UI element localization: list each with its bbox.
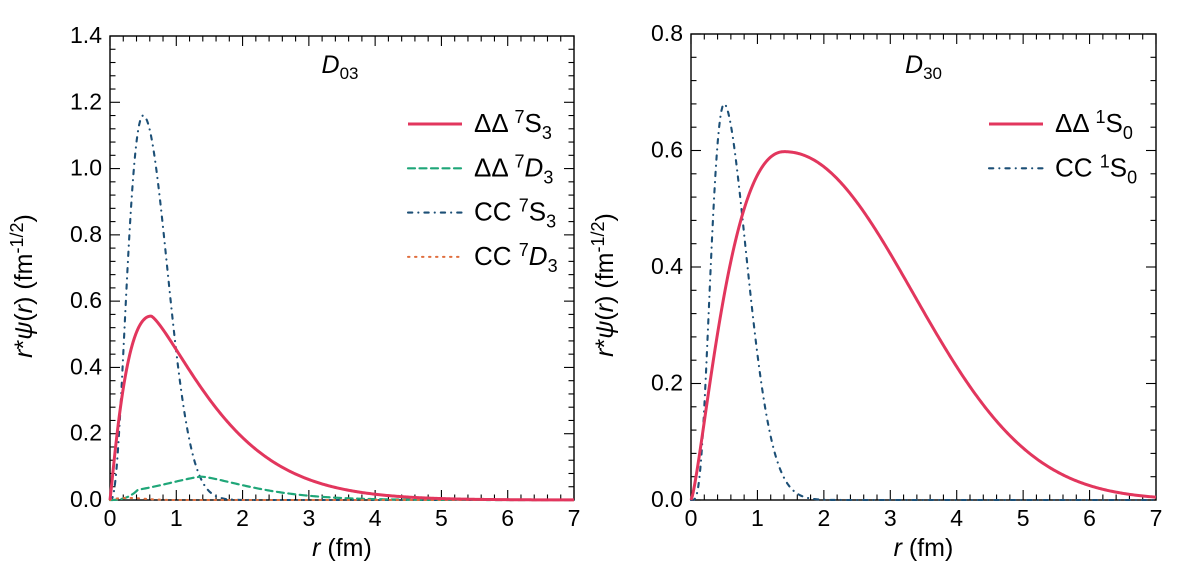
svg-text:ΔΔ 1S0: ΔΔ 1S0 (1055, 107, 1133, 143)
svg-text:0.0: 0.0 (70, 486, 102, 512)
svg-text:6: 6 (1083, 505, 1096, 531)
svg-text:1.4: 1.4 (70, 22, 102, 48)
svg-text:0.6: 0.6 (70, 287, 102, 313)
svg-text:CC 7S3: CC 7S3 (474, 196, 556, 232)
svg-text:5: 5 (435, 505, 448, 531)
svg-text:ΔΔ 7S3: ΔΔ 7S3 (474, 107, 552, 143)
svg-text:0.2: 0.2 (70, 420, 102, 446)
svg-text:r (fm): r (fm) (312, 534, 372, 562)
svg-text:0.2: 0.2 (651, 370, 683, 396)
svg-text:0.8: 0.8 (70, 221, 102, 247)
svg-text:0.6: 0.6 (651, 137, 683, 163)
svg-text:5: 5 (1017, 505, 1030, 531)
svg-text:4: 4 (950, 505, 963, 531)
svg-text:0.8: 0.8 (651, 20, 683, 46)
svg-text:0: 0 (685, 505, 698, 531)
svg-text:1.2: 1.2 (70, 88, 102, 114)
svg-text:CC 7D3: CC 7D3 (474, 240, 558, 276)
svg-text:r (fm): r (fm) (894, 534, 954, 562)
svg-text:2: 2 (817, 505, 830, 531)
svg-text:4: 4 (369, 505, 382, 531)
svg-text:0: 0 (104, 505, 117, 531)
svg-text:3: 3 (302, 505, 315, 531)
svg-text:7: 7 (568, 505, 581, 531)
svg-text:0.4: 0.4 (70, 353, 102, 379)
svg-text:3: 3 (884, 505, 897, 531)
svg-text:1: 1 (170, 505, 183, 531)
svg-text:0.4: 0.4 (651, 253, 683, 279)
svg-text:0.0: 0.0 (651, 486, 683, 512)
svg-text:ΔΔ 7D3: ΔΔ 7D3 (474, 151, 553, 187)
svg-text:6: 6 (501, 505, 514, 531)
svg-text:1.0: 1.0 (70, 155, 102, 181)
svg-text:1: 1 (751, 505, 764, 531)
svg-text:CC 1S0: CC 1S0 (1055, 151, 1137, 187)
svg-text:2: 2 (236, 505, 249, 531)
svg-text:7: 7 (1150, 505, 1163, 531)
